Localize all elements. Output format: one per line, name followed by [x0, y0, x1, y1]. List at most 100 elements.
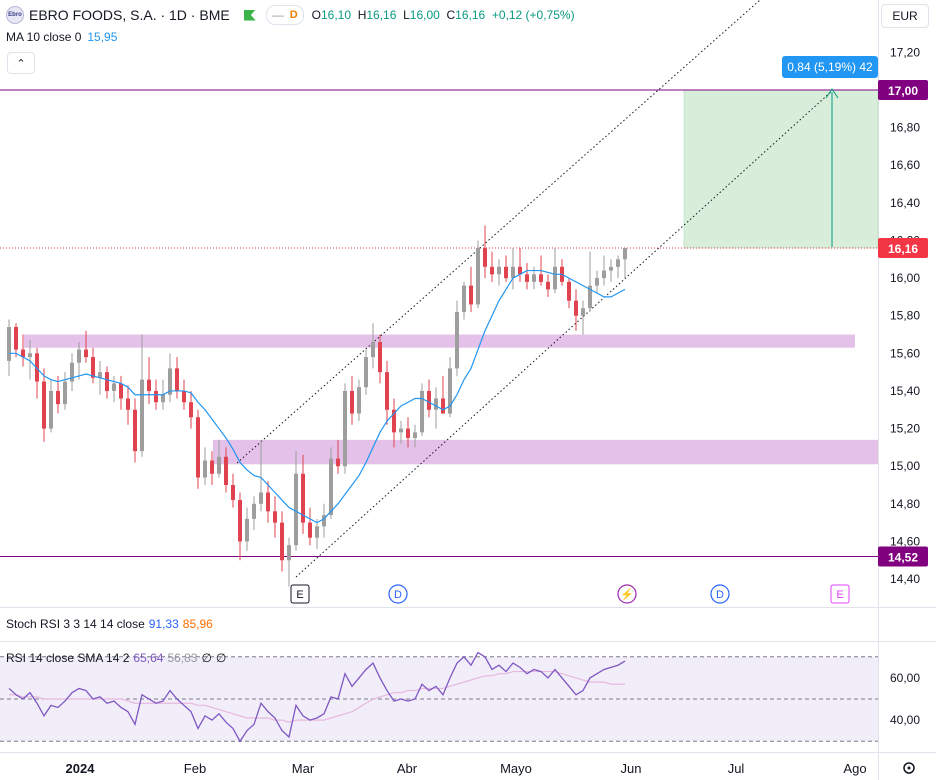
- candle-body: [196, 417, 200, 478]
- candle-body: [224, 456, 228, 485]
- candle-body: [84, 349, 88, 358]
- settings-gear-icon: [903, 762, 915, 774]
- rsi-legend[interactable]: RSI 14 close SMA 14 2 65,64 56,83 ∅ ∅: [6, 651, 226, 665]
- change-value: +0,12 (+0,75%): [491, 8, 575, 22]
- candle-body: [168, 368, 172, 395]
- ma10-line: [9, 269, 626, 524]
- candle-body: [126, 398, 130, 410]
- split-marker: [617, 584, 637, 604]
- candle-body: [504, 266, 508, 279]
- earnings-marker: [290, 584, 310, 604]
- candle-body: [350, 390, 354, 414]
- candle-body: [7, 326, 11, 361]
- ma-legend[interactable]: MA 10 close 0 15,95: [6, 30, 117, 44]
- candle-body: [182, 390, 186, 403]
- candle-body: [588, 285, 592, 309]
- candle-body: [112, 383, 116, 391]
- candle-body: [469, 285, 473, 305]
- dividend-marker-label: D: [394, 589, 402, 601]
- candle-body: [378, 342, 382, 373]
- price-tick-label: 15,40: [890, 384, 920, 398]
- candle-body: [581, 308, 585, 316]
- price-tick-label: 16,00: [890, 271, 920, 285]
- time-axis-label: Ago: [843, 761, 866, 776]
- open-value: 16,10: [321, 8, 352, 22]
- candle-body: [35, 353, 39, 382]
- candle-body: [14, 326, 18, 350]
- channel-upper-line: [236, 0, 761, 464]
- candle-body: [462, 285, 466, 312]
- time-axis-label: Abr: [397, 761, 418, 776]
- rsi-value: 65,64: [133, 651, 164, 665]
- price-tick-label: 14,40: [890, 572, 920, 586]
- candle-body: [511, 266, 515, 279]
- time-axis-label: Mayo: [500, 761, 532, 776]
- earnings-future-marker: [830, 584, 850, 604]
- split-marker-label: ⚡: [620, 588, 634, 601]
- candle-body: [441, 398, 445, 414]
- candle-body: [154, 390, 158, 403]
- dash-indicator: —: [271, 8, 284, 22]
- candle-body: [133, 409, 137, 452]
- dividend-marker-label: D: [716, 589, 724, 601]
- symbol-title[interactable]: EBRO FOODS, S.A. · 1D · BME: [29, 7, 230, 23]
- candle-body: [294, 473, 298, 546]
- rsi-label: RSI 14 close SMA 14 2: [6, 651, 130, 665]
- candle-body: [455, 311, 459, 369]
- price-tick-label: 17,20: [890, 45, 920, 59]
- rsi-extra-1: ∅: [201, 651, 212, 665]
- stoch-rsi-legend[interactable]: Stoch RSI 3 3 14 14 close 91,33 85,96: [6, 617, 213, 631]
- price-label-text: 17,00: [888, 84, 918, 98]
- dividend-marker: [388, 584, 408, 604]
- stoch-k-value: 91,33: [148, 617, 179, 631]
- stoch-rsi-label: Stoch RSI 3 3 14 14 close: [6, 617, 145, 631]
- candle-body: [98, 372, 102, 378]
- market-open-flag-icon: [243, 9, 256, 21]
- candle-body: [217, 456, 221, 474]
- price-label-text: 16,16: [888, 242, 918, 256]
- chart-header: Ebro EBRO FOODS, S.A. · 1D · BME — D O16…: [6, 5, 575, 25]
- price-tick-label: 16,80: [890, 121, 920, 135]
- candle-body: [413, 432, 417, 438]
- time-axis-label: Feb: [184, 761, 206, 776]
- candle-body: [245, 518, 249, 542]
- currency-selector[interactable]: EUR: [881, 4, 929, 28]
- time-axis-label: 2024: [66, 761, 96, 776]
- candle-body: [616, 259, 620, 267]
- candle-body: [574, 300, 578, 316]
- candle-body: [210, 460, 214, 474]
- time-axis-label: Jun: [621, 761, 642, 776]
- channel-lower-line: [295, 89, 834, 578]
- candle-body: [476, 247, 480, 305]
- price-label-text: 14,52: [888, 550, 918, 564]
- time-axis-label: Jul: [728, 761, 745, 776]
- candle-body: [364, 357, 368, 388]
- collapse-legend-button[interactable]: ⌃: [7, 52, 35, 74]
- candle-body: [203, 460, 207, 478]
- data-status-pill[interactable]: — D: [265, 5, 304, 25]
- measure-label-text: 0,84 (5,19%) 42: [787, 60, 873, 74]
- candle-body: [28, 353, 32, 358]
- ma-label: MA 10 close 0: [6, 30, 82, 44]
- candle-body: [532, 274, 536, 282]
- candle-body: [21, 349, 25, 358]
- candle-body: [420, 390, 424, 433]
- candle-body: [301, 473, 305, 523]
- price-tick-label: 16,60: [890, 158, 920, 172]
- high-value: 16,16: [366, 8, 397, 22]
- candle-body: [623, 247, 627, 260]
- dividend-marker: [710, 584, 730, 604]
- candle-body: [189, 402, 193, 418]
- candle-body: [553, 266, 557, 290]
- candle-body: [266, 492, 270, 512]
- candle-body: [56, 390, 60, 405]
- candle-body: [322, 515, 326, 527]
- candle-body: [287, 545, 291, 561]
- price-tick-label: 16,40: [890, 196, 920, 210]
- rsi-extra-2: ∅: [215, 651, 227, 665]
- target-zone: [683, 89, 879, 249]
- measure-label-box: [782, 56, 878, 78]
- candle-body: [385, 372, 389, 410]
- close-value: 16,16: [455, 8, 486, 22]
